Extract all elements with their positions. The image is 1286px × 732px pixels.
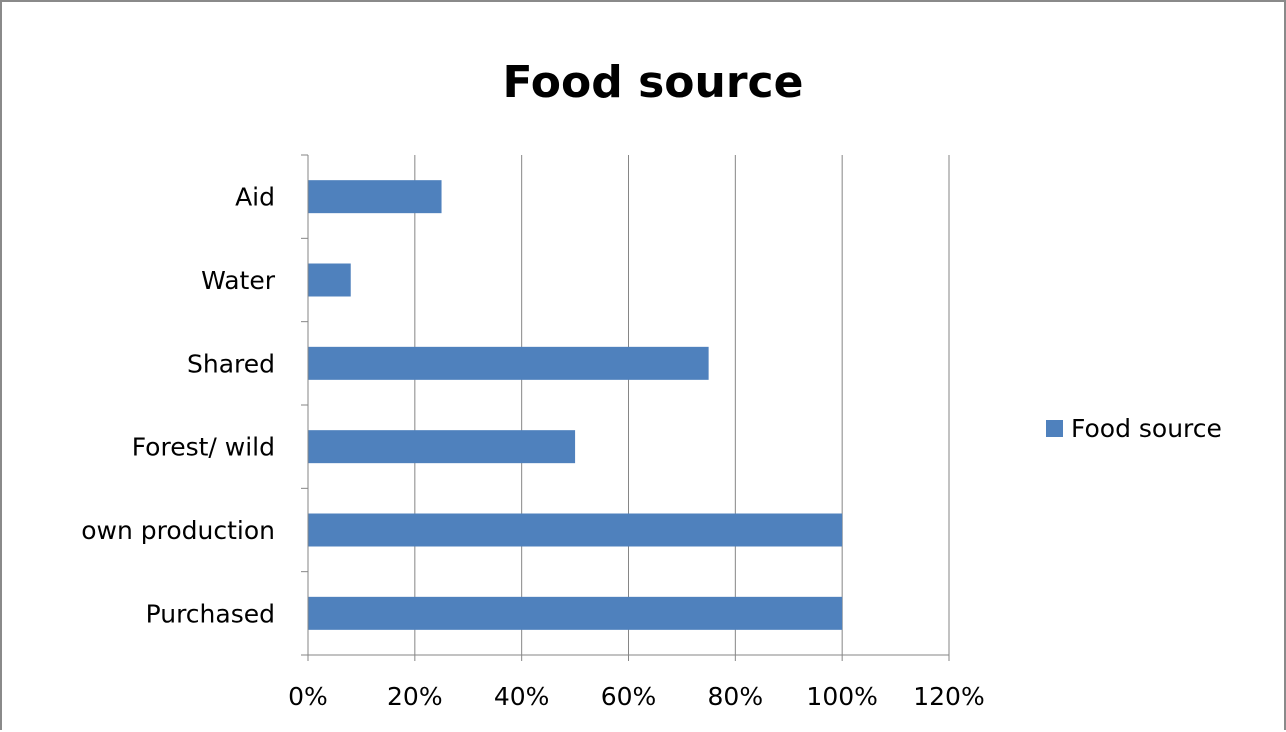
y-tick-label-2: Forest/ wild [132,433,275,462]
bar-forest-wild [308,430,576,464]
x-tick-label-5: 100% [806,682,877,711]
axes [301,154,950,661]
y-tick-label-3: Shared [187,349,275,378]
legend-label: Food source [1071,414,1222,443]
y-tick-label-0: Purchased [146,599,275,628]
x-tick-label-0: 0% [288,682,328,711]
gridlines [414,155,950,655]
tick-labels: 0% 20% 40% 60% 80% 100% 120% Purchased own produ… [81,183,985,711]
x-tick-label-6: 120% [913,682,984,711]
chart-title: Food source [503,57,804,108]
bar-shared [308,346,709,380]
x-tick-label-3: 60% [601,682,657,711]
legend-swatch [1046,420,1063,437]
bar-purchased [308,596,843,630]
bar-aid [308,180,442,214]
legend: Food source [1046,414,1222,443]
x-tick-label-1: 20% [387,682,443,711]
bar-water [308,263,351,297]
y-tick-label-4: Water [201,266,276,295]
y-tick-label-5: Aid [235,183,275,212]
bars [308,180,843,630]
bar-own-production [308,513,843,547]
y-tick-label-1: own production [81,516,275,545]
x-tick-label-2: 40% [494,682,550,711]
x-tick-label-4: 80% [708,682,764,711]
